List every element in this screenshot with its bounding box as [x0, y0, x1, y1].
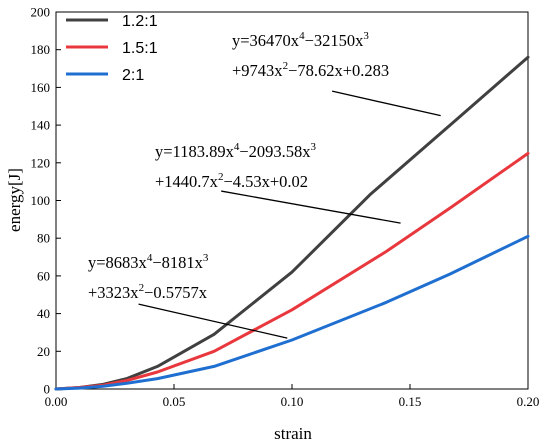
y-tick-label: 180 — [31, 42, 51, 57]
legend-label: 1.5:1 — [122, 40, 158, 57]
equation-part: y=8683x — [88, 253, 148, 272]
legend: 1.2:1 1.5:1 2:1 — [66, 13, 158, 84]
y-tick-label: 200 — [31, 5, 51, 20]
equation-line-1: y=1183.89x4−2093.58x3 — [155, 141, 317, 161]
exponent: 2 — [139, 282, 145, 294]
y-tick-label: 80 — [37, 231, 50, 246]
equation-part: +9743x — [232, 61, 283, 80]
exponent: 4 — [234, 141, 240, 153]
equation-line-2: +3323x2−0.5757x — [88, 282, 208, 302]
exponent: 3 — [363, 30, 369, 42]
equation-part: −2093.58x — [239, 142, 311, 161]
equation-part: −4.53x+0.02 — [223, 172, 308, 191]
annotations: y=36470x4−32150x3+9743x2−78.62x+0.283y=1… — [88, 30, 441, 339]
equation-part: y=1183.89x — [155, 142, 235, 161]
equation-part: +1440.7x — [155, 172, 219, 191]
exponent: 4 — [147, 252, 153, 264]
y-axis-title: energy[J] — [5, 168, 24, 232]
equation-part: −0.5757x — [144, 283, 208, 302]
x-tick-label: 0.15 — [399, 394, 422, 409]
x-axis-title: strain — [274, 424, 312, 443]
legend-label: 1.2:1 — [122, 13, 158, 30]
x-tick-label: 0.00 — [45, 394, 68, 409]
equation-line-1: y=36470x4−32150x3 — [232, 30, 369, 50]
exponent: 2 — [283, 60, 289, 72]
equation-pointer — [221, 190, 401, 224]
equation-pointer — [138, 303, 288, 339]
x-tick-label: 0.05 — [163, 394, 186, 409]
y-tick-label: 0 — [44, 382, 51, 397]
y-tick-label: 60 — [37, 268, 50, 283]
y-tick-label: 40 — [37, 306, 50, 321]
exponent: 3 — [311, 141, 317, 153]
equation-pointer — [331, 90, 441, 117]
y-tick-label: 160 — [31, 80, 51, 95]
y-tick-label: 20 — [37, 344, 50, 359]
equation-line-2: +1440.7x2−4.53x+0.02 — [155, 171, 308, 191]
y-tick-label: 120 — [31, 155, 51, 170]
y-tick-label: 140 — [31, 118, 51, 133]
equation-part: −32150x — [305, 31, 365, 50]
equation-line-2: +9743x2−78.62x+0.283 — [232, 60, 389, 80]
equation-part: −78.62x+0.283 — [288, 61, 389, 80]
equation-part: y=36470x — [232, 31, 300, 50]
series-line-2 — [54, 234, 530, 391]
axes: 0 20 40 60 80 100 120 140 160 180 200 0.00 0.05 0.10 0… — [31, 5, 540, 410]
series-layer — [54, 55, 530, 391]
exponent: 2 — [218, 171, 224, 183]
y-tick-label: 100 — [31, 193, 51, 208]
exponent: 4 — [299, 30, 305, 42]
exponent: 3 — [203, 252, 209, 264]
legend-label: 2:1 — [122, 67, 144, 84]
equation-part: +3323x — [88, 283, 139, 302]
x-tick-label: 0.10 — [281, 394, 304, 409]
equation-line-1: y=8683x4−8181x3 — [88, 252, 209, 272]
x-tick-label: 0.20 — [517, 394, 540, 409]
equation-part: −8181x — [152, 253, 203, 272]
